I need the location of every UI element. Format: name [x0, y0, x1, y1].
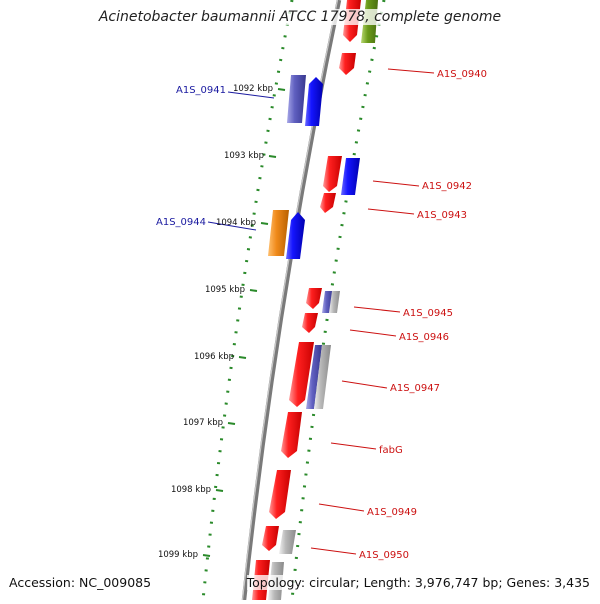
kbp-label: 1093 kbp — [224, 151, 264, 161]
leader-line-a1s-0940 — [387, 68, 435, 74]
kbp-tick-mark — [215, 489, 224, 492]
gene-label-a1s-0950[interactable]: A1S_0950 — [359, 550, 409, 561]
gene-feature-a1s-0947-gray — [314, 345, 331, 409]
gene-feature-fabg — [281, 412, 302, 458]
gene-feature-a1s-0940 — [339, 53, 356, 75]
kbp-tick-mark — [238, 356, 247, 359]
kbp-label: 1096 kbp — [194, 352, 234, 362]
gene-feature-a1s-0945-red — [306, 288, 322, 309]
gene-label-a1s-0940[interactable]: A1S_0940 — [437, 69, 487, 80]
gene-feature-a1s-0950-red — [262, 526, 279, 551]
leader-line-a1s-0949 — [318, 503, 365, 512]
gene-feature-a1s-0950-gray — [279, 530, 296, 554]
gene-feature-a1s-0943 — [320, 193, 336, 213]
kbp-label: 1094 kbp — [216, 218, 256, 228]
gene-label-a1s-0944[interactable]: A1S_0944 — [156, 217, 206, 228]
kbp-tick-mark — [268, 155, 277, 158]
map-title: Acinetobacter baumannii ATCC 17978, comp… — [0, 9, 600, 25]
kbp-label: 1098 kbp — [171, 485, 211, 495]
gene-feature-a1s-0947-red — [289, 342, 314, 407]
gene-feature-a1s-0942-red — [323, 156, 342, 192]
leader-line-a1s-0943 — [367, 208, 415, 215]
gene-labels-right: A1S_0940 A1S_0942 A1S_0943 A1S_0945 A1S_… — [359, 69, 487, 561]
gene-label-a1s-0949[interactable]: A1S_0949 — [367, 507, 417, 518]
gene-feature-a1s-0941-blue — [305, 77, 323, 126]
gene-feature-a1s-0944-orange — [268, 210, 289, 256]
map-title-text: Acinetobacter baumannii ATCC 17978, comp… — [98, 9, 502, 25]
kbp-label: 1099 kbp — [158, 550, 198, 560]
kbp-tick-marks — [202, 88, 286, 557]
accession-footer: Accession: NC_009085 — [9, 575, 152, 590]
kbp-tick-labels: 1092 kbp 1093 kbp 1094 kbp 1095 kbp 1096… — [158, 84, 273, 560]
gene-label-a1s-0947[interactable]: A1S_0947 — [390, 383, 440, 394]
leader-line-a1s-0941 — [227, 91, 275, 99]
leader-line-fabg — [330, 442, 377, 450]
kbp-label: 1095 kbp — [205, 285, 245, 295]
outer-dotted-ring — [290, 0, 386, 601]
gene-label-fabg[interactable]: fabG — [379, 445, 403, 456]
summary-text: Topology: circular; Length: 3,976,747 bp… — [246, 575, 590, 590]
gene-label-a1s-0941[interactable]: A1S_0941 — [176, 85, 226, 96]
kbp-label: 1092 kbp — [233, 84, 273, 94]
leader-line-a1s-0950 — [310, 547, 357, 555]
kbp-tick-mark — [202, 554, 211, 557]
gene-feature-a1s-0944-blue — [286, 212, 305, 259]
gene-feature-a1s-0947-slate — [306, 345, 322, 409]
leader-line-a1s-0942 — [372, 180, 420, 187]
gene-feature-a1s-0941-slate — [287, 75, 306, 123]
accession-text: Accession: NC_009085 — [9, 575, 152, 590]
gene-label-a1s-0943[interactable]: A1S_0943 — [417, 210, 467, 221]
gene-labels-left: A1S_0941 A1S_0944 — [156, 85, 226, 228]
kbp-tick-mark — [249, 289, 258, 292]
leader-line-a1s-0944 — [207, 221, 257, 231]
kbp-tick-mark — [227, 422, 236, 425]
gene-feature-a1s-0946 — [302, 313, 318, 333]
leader-line-a1s-0945 — [353, 306, 401, 313]
kbp-label: 1097 kbp — [183, 418, 223, 428]
leader-line-a1s-0946 — [349, 329, 397, 337]
gene-feature-a1s-0945-gray — [329, 291, 340, 313]
gene-label-a1s-0942[interactable]: A1S_0942 — [422, 181, 472, 192]
gene-feature-a1s-0949 — [269, 470, 291, 519]
kbp-tick-mark — [260, 222, 269, 225]
gene-label-a1s-0945[interactable]: A1S_0945 — [403, 308, 453, 319]
kbp-tick-mark — [277, 88, 286, 91]
inner-dotted-ring — [201, 0, 294, 601]
label-leader-lines — [207, 68, 435, 555]
gene-label-a1s-0946[interactable]: A1S_0946 — [399, 332, 449, 343]
gene-feature-a1s-0942-blue — [341, 158, 360, 195]
leader-line-a1s-0947 — [341, 380, 388, 389]
summary-footer: Topology: circular; Length: 3,976,747 bp… — [246, 575, 590, 590]
